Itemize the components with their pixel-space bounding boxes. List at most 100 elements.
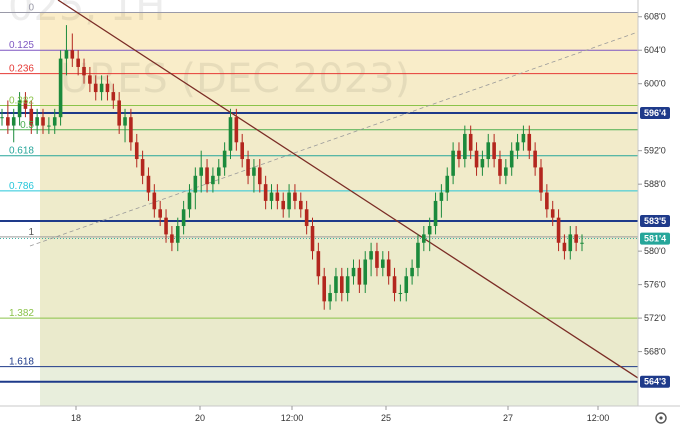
fib-levels — [0, 12, 638, 368]
time-axis[interactable]: 18 20 12:00 25 27 12:00 — [0, 405, 680, 430]
candle-body — [509, 150, 514, 168]
price-badge: 581'4 — [640, 232, 670, 245]
candle — [509, 142, 514, 176]
price-axis-background — [638, 0, 680, 406]
candle-body — [486, 142, 491, 160]
candle-body — [99, 83, 104, 93]
fib-zone — [40, 73, 638, 106]
candle-body — [281, 200, 286, 210]
candle — [222, 142, 227, 176]
candle — [76, 50, 80, 76]
fib-level-label: 1.382 — [9, 308, 34, 319]
candle-body — [298, 200, 303, 210]
candle-body — [6, 117, 10, 126]
time-axis-background — [0, 406, 680, 430]
gear-icon-center — [659, 416, 663, 420]
candle-body — [23, 100, 28, 109]
candle — [175, 217, 180, 252]
candle — [281, 192, 286, 218]
x-tick-label: 18 — [71, 413, 81, 423]
candle-body — [29, 108, 34, 126]
candle — [351, 259, 356, 285]
candle — [293, 184, 297, 210]
candle-body — [580, 242, 584, 244]
candle — [240, 133, 245, 168]
candle-body — [52, 117, 57, 126]
candle-body — [187, 192, 192, 210]
candle — [263, 175, 268, 210]
candle-body — [533, 150, 537, 168]
candle-body — [47, 125, 51, 127]
dashed-trendline[interactable] — [29, 31, 638, 247]
candle — [298, 192, 303, 218]
candle — [146, 167, 151, 201]
candle-body — [504, 167, 508, 176]
candle-body — [316, 251, 321, 277]
candle-body — [369, 251, 373, 260]
candle-body — [146, 175, 151, 193]
candle-body — [263, 184, 268, 201]
candle — [17, 92, 22, 126]
candle-body — [410, 267, 414, 277]
candle-body — [328, 292, 332, 302]
candle — [574, 226, 578, 252]
settings-button[interactable] — [655, 412, 667, 424]
candle-body — [498, 159, 502, 176]
candle-body — [134, 142, 139, 160]
candle-body — [140, 159, 145, 176]
horizontal-levels[interactable] — [0, 112, 638, 383]
candle — [392, 267, 397, 302]
candle — [187, 184, 192, 218]
price-axis[interactable]: 608'0 604'0 600'0 592'0 588'0 580'0 576'0 572'0… — [637, 0, 680, 406]
watermark-line2: URES (DEC 2023) — [60, 56, 410, 102]
candle-body — [416, 242, 420, 268]
candle-body — [568, 234, 573, 252]
candle-body — [64, 50, 69, 59]
candle — [492, 133, 496, 168]
resistance-trendline[interactable] — [57, 0, 638, 379]
candle-body — [93, 83, 98, 93]
candle-body — [105, 83, 110, 93]
fib-level-label: 0.236 — [9, 64, 34, 75]
candle — [439, 184, 444, 218]
candle-body — [181, 209, 186, 227]
candle-body — [17, 100, 22, 118]
candle — [328, 284, 332, 310]
price-badge-label: 596'4 — [644, 108, 666, 118]
candle-body — [287, 192, 291, 210]
candle — [152, 184, 157, 218]
candle — [416, 234, 420, 277]
candle — [211, 167, 215, 193]
candle — [381, 251, 385, 277]
candle-body — [11, 117, 16, 126]
candle-body — [357, 267, 362, 285]
gear-icon[interactable] — [655, 412, 667, 424]
candle — [562, 234, 567, 260]
candle-body — [457, 150, 461, 160]
candle-body — [445, 175, 450, 193]
fib-zone — [40, 129, 638, 156]
candle-body — [375, 251, 379, 268]
candle-body — [480, 159, 485, 168]
fib-level-label: 0.382 — [9, 95, 34, 106]
candle-body — [199, 167, 203, 176]
candle — [556, 209, 561, 252]
fib-level-label: 1.618 — [9, 357, 34, 368]
fib-labels: 0 0.125 0.236 0.382 0.5 0.618 0.786 1 1.382 1.618 — [9, 3, 34, 368]
fib-level-label: 0.618 — [9, 146, 34, 157]
candle — [550, 200, 555, 227]
candle — [205, 159, 209, 193]
price-badge-label: 581'4 — [644, 234, 666, 244]
candle-body — [363, 259, 368, 285]
candle — [0, 108, 4, 126]
candle — [269, 184, 274, 210]
candle-body — [246, 159, 250, 176]
candle-body — [222, 150, 227, 168]
trendlines[interactable] — [29, 0, 638, 379]
fib-level-label: 1 — [28, 227, 34, 238]
candle — [193, 167, 198, 210]
candle-body — [111, 92, 116, 101]
candle-body — [41, 117, 45, 126]
candle-body — [158, 209, 162, 218]
